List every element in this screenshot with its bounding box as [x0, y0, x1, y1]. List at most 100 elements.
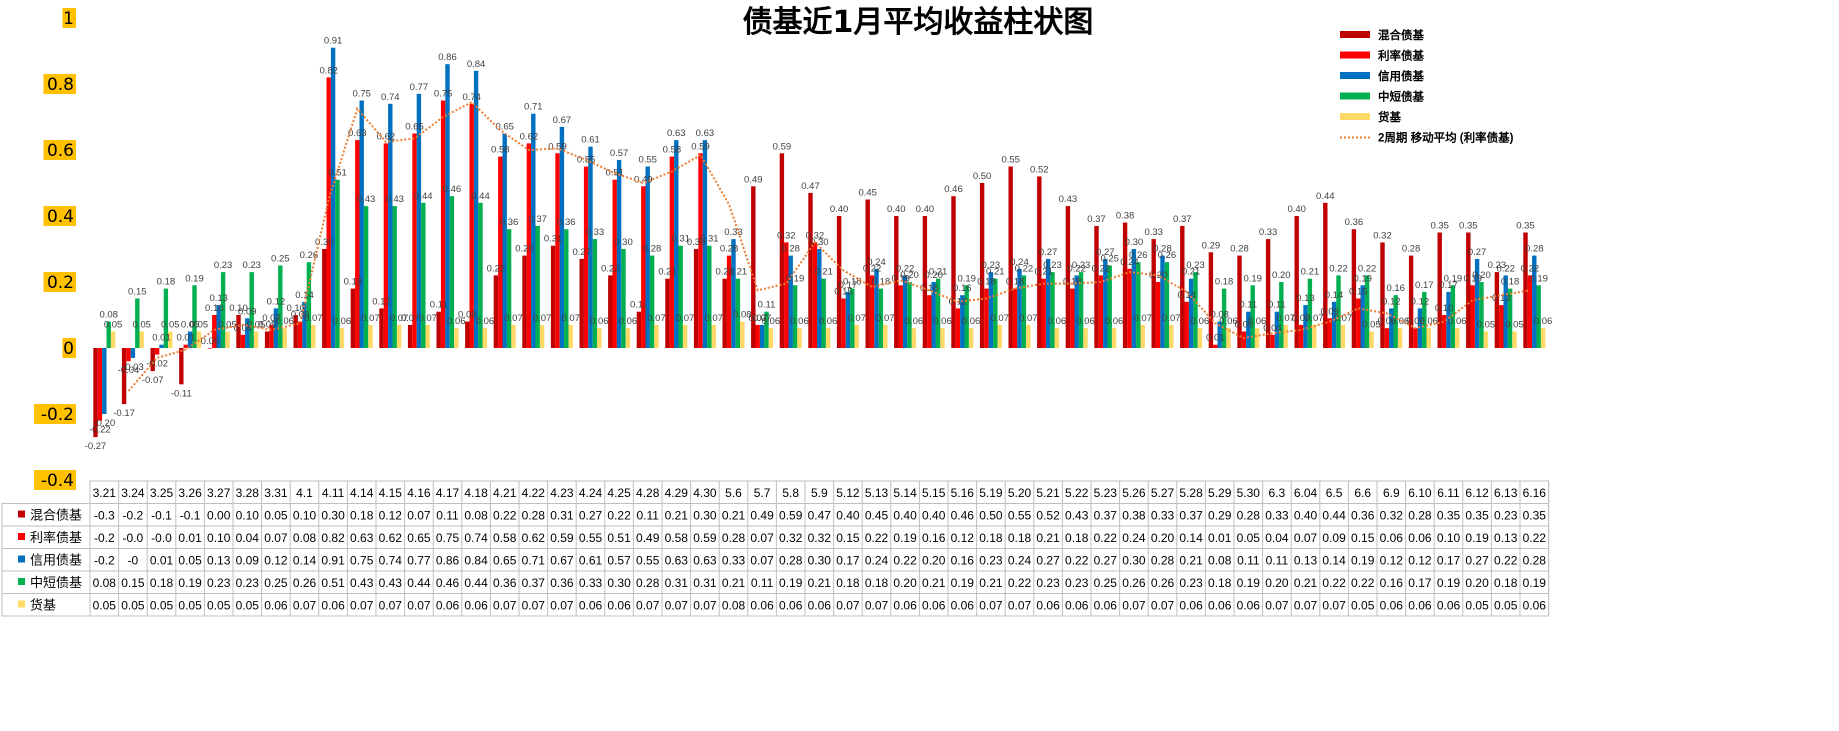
data-label: 0.01 — [1206, 333, 1225, 344]
bar-1 — [1151, 239, 1156, 348]
table-legend-key — [18, 555, 25, 563]
x-tick-label: 5.19 — [979, 486, 1003, 500]
data-label: 0.50 — [973, 171, 992, 182]
bar-2 — [440, 100, 446, 348]
y-tick-bg — [43, 140, 76, 160]
data-label: 0.35 — [1459, 221, 1478, 232]
data-label: 0.22 — [1015, 263, 1034, 274]
table-cell: 0.19 — [178, 576, 202, 590]
table-cell: 0.18 — [979, 531, 1003, 545]
data-label: 0.55 — [638, 155, 657, 166]
bar-4 — [421, 202, 426, 348]
data-label: 0.40 — [830, 204, 849, 215]
bar-3 — [845, 291, 851, 348]
table-cell: 0.05 — [178, 554, 202, 568]
table-cell: 0.55 — [579, 531, 603, 545]
table-cell: 0.45 — [865, 509, 889, 523]
bar-5 — [1140, 324, 1145, 348]
bar-2 — [126, 348, 131, 362]
bar-5 — [139, 331, 144, 348]
data-label: 0.06 — [762, 316, 781, 327]
table-cell: 0.20 — [1465, 576, 1489, 590]
table-cell: 0.24 — [865, 554, 889, 568]
table-cell: 0.26 — [1122, 576, 1146, 590]
bar-5 — [1369, 331, 1374, 348]
x-tick-label: 6.9 — [1383, 486, 1400, 500]
table-cell: 0.13 — [1494, 531, 1518, 545]
bar-5 — [1226, 328, 1231, 348]
table-cell: 0.61 — [579, 554, 603, 568]
data-label: 0.28 — [720, 244, 739, 255]
data-label: 0.18 — [1215, 277, 1234, 288]
bar-2 — [1527, 275, 1533, 348]
bar-2 — [240, 334, 246, 348]
bar-2 — [898, 285, 903, 348]
bar-1 — [608, 275, 613, 348]
bar-2 — [669, 156, 675, 348]
table-cell: 0.21 — [1036, 531, 1060, 545]
data-label: 0.82 — [319, 65, 338, 76]
table-cell: -0.1 — [151, 509, 172, 523]
table-cell: 0.11 — [636, 509, 659, 523]
table-cell: 0.01 — [150, 554, 174, 568]
x-tick-label: 5.7 — [754, 486, 771, 500]
table-cell: 0.08 — [722, 599, 746, 613]
bar-1 — [1065, 206, 1071, 348]
table-cell: 0.07 — [693, 599, 717, 613]
bar-4 — [1021, 275, 1027, 348]
y-axis-ticks: 1 0.8 0.6 0.4 0.2 0 -0.2 -0.4 — [34, 8, 76, 491]
bar-1 — [979, 183, 985, 348]
bar-5 — [1455, 328, 1460, 348]
bar-2 — [1012, 288, 1018, 348]
bar-4 — [1250, 285, 1255, 348]
y-tick-label: -0.4 — [41, 471, 74, 491]
bar-4 — [1164, 262, 1170, 348]
data-label: 0.27 — [1468, 247, 1487, 258]
data-label: 0.07 — [361, 313, 380, 324]
data-label: 0.06 — [905, 316, 924, 327]
data-label: 0.51 — [328, 168, 347, 179]
bar-4 — [821, 278, 826, 348]
table-cell: 0.07 — [1122, 599, 1146, 613]
bar-4 — [1193, 272, 1198, 348]
bar-5 — [482, 328, 488, 348]
table-cell: 0.10 — [207, 531, 231, 545]
bar-4 — [621, 249, 626, 348]
x-tick-label: 5.14 — [893, 486, 917, 500]
table-cell: 0.08 — [1208, 554, 1232, 568]
data-label: 0.06 — [1076, 316, 1095, 327]
data-label: 0.21 — [1301, 267, 1320, 278]
table-cell: 0.06 — [1094, 599, 1118, 613]
x-tick-label: 4.14 — [350, 486, 374, 500]
bar-2 — [927, 295, 932, 348]
bar-1 — [179, 348, 184, 385]
table-cell: 0.82 — [321, 531, 345, 545]
data-label: 0.30 — [614, 237, 633, 248]
table-cell: 0.30 — [321, 509, 345, 523]
data-label: -0.27 — [85, 441, 107, 452]
table-cell: 0.11 — [1237, 554, 1260, 568]
bar-2 — [469, 103, 474, 348]
data-label: 0.08 — [1210, 310, 1229, 321]
table-cell: 0.05 — [121, 599, 145, 613]
y-tick-label: 0.6 — [47, 141, 74, 161]
bar-3 — [817, 249, 822, 348]
data-label: 0.47 — [801, 181, 820, 192]
legend-swatch — [1340, 92, 1370, 100]
data-label: 0.43 — [357, 194, 376, 205]
data-label: 0.23 — [982, 260, 1001, 271]
data-label: 0.07 — [990, 313, 1009, 324]
table-cell: 0.09 — [236, 554, 260, 568]
table-cell: 0.55 — [636, 554, 660, 568]
bar-5 — [1426, 328, 1431, 348]
data-label: 0.26 — [300, 250, 319, 261]
bar-1 — [951, 196, 956, 348]
table-cell: 0.50 — [979, 509, 1003, 523]
table-cell: 0.19 — [1237, 576, 1261, 590]
table-cell: 0.33 — [1151, 509, 1175, 523]
data-label: 0.10 — [286, 303, 305, 314]
data-label: 0.07 — [1292, 313, 1311, 324]
table-cell: 0.18 — [1494, 576, 1518, 590]
table-cell: 0.15 — [1351, 531, 1375, 545]
table-cell: 0.06 — [1380, 531, 1404, 545]
